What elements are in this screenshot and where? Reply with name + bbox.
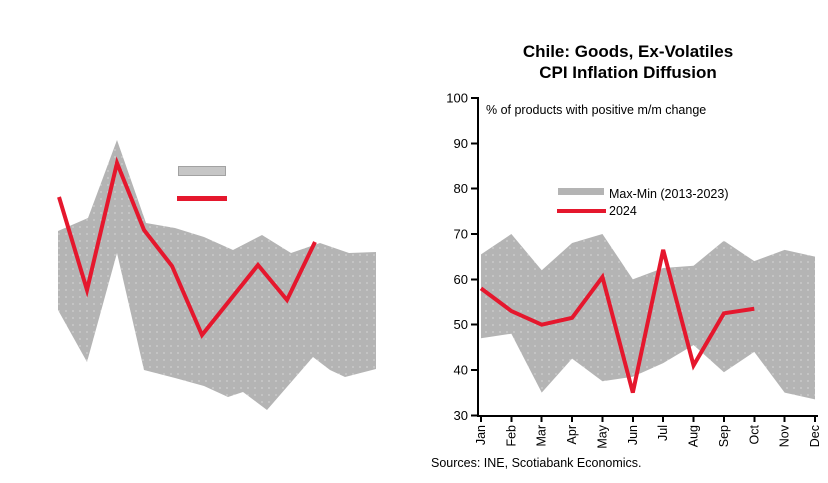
x-tick-label: Jul xyxy=(656,425,670,441)
x-tick-label: May xyxy=(595,424,609,448)
x-tick-label: Dec xyxy=(808,425,822,447)
right-chart-subtitle: % of products with positive m/m change xyxy=(486,103,707,117)
source-note: Sources: INE, Scotiabank Economics. xyxy=(431,456,642,470)
y-tick-label: 80 xyxy=(454,181,468,196)
x-tick-label: Feb xyxy=(504,425,518,447)
x-tick-label: Jan xyxy=(474,425,488,445)
legend-line-label: 2024 xyxy=(609,204,637,218)
line-2024 xyxy=(479,249,755,394)
y-tick-label: 70 xyxy=(454,226,468,241)
title-line-1: Chile: Goods, Ex-Volatiles xyxy=(522,42,734,61)
x-tick-label: Oct xyxy=(747,424,761,444)
y-tick-label: 60 xyxy=(454,272,468,287)
x-tick-label: Jun xyxy=(626,425,640,445)
left-chart-red-line xyxy=(57,156,317,339)
legend-band-label: Max-Min (2013-2023) xyxy=(609,187,729,201)
left-chart-legend-line-swatch xyxy=(177,196,227,201)
legend-line-swatch xyxy=(557,209,606,213)
x-tick-label: Apr xyxy=(565,425,579,444)
left-chart-max-min-band xyxy=(58,140,376,410)
y-tick-label: 100 xyxy=(446,91,468,106)
left-cropped-chart xyxy=(57,140,376,417)
y-tick-label: 30 xyxy=(454,408,468,423)
right-chart-title: Chile: Goods, Ex-Volatiles CPI Inflation… xyxy=(428,41,828,83)
x-tick-label: Mar xyxy=(535,425,549,447)
left-chart-legend-band-swatch xyxy=(178,166,226,176)
y-tick-label: 50 xyxy=(454,317,468,332)
y-tick-label: 90 xyxy=(454,136,468,151)
right-chart-plot: 100 90 80 70 60 50 40 30 Jan Feb Mar Apr May Jun Jul Au… xyxy=(446,91,822,449)
x-tick-label: Nov xyxy=(778,424,792,447)
y-tick-label: 40 xyxy=(454,362,468,377)
x-tick-label: Aug xyxy=(687,425,701,447)
left-chart-underfill xyxy=(58,253,376,417)
legend-band-swatch xyxy=(558,188,604,195)
title-line-2: CPI Inflation Diffusion xyxy=(539,63,717,82)
x-tick-label: Sep xyxy=(717,425,731,447)
